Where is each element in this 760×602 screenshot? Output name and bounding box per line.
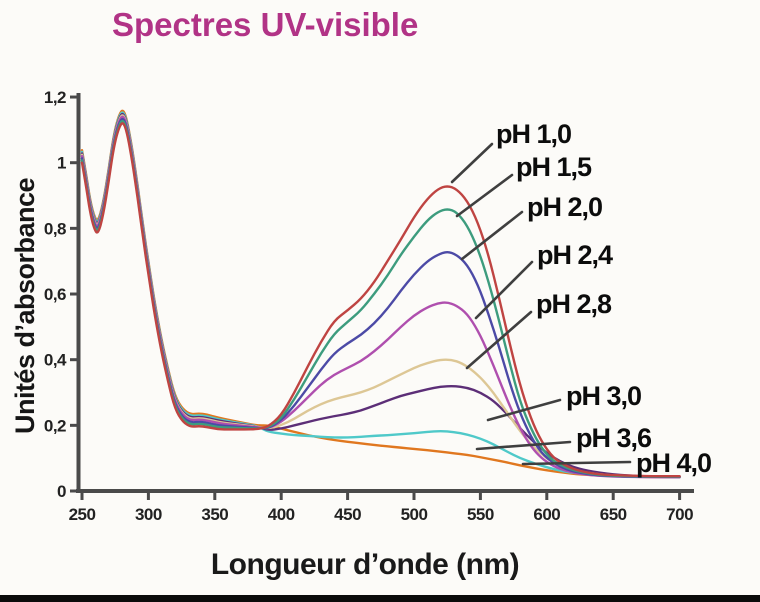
y-tick-label: 0,8: [44, 219, 66, 238]
x-tick-label: 550: [467, 505, 494, 524]
y-tick-label: 0,2: [44, 416, 66, 435]
bottom-border-bar: [0, 595, 760, 602]
ph-label-ph-1-5: pH 1,5: [516, 152, 592, 182]
leader-line-ph-2-8: [465, 310, 533, 370]
x-tick-label: 450: [334, 505, 361, 524]
leader-line-ph-2-0: [460, 210, 524, 261]
ph-label-ph-4-0: pH 4,0: [636, 448, 711, 478]
leader-line-ph-2-4: [474, 260, 534, 320]
y-tick-label: 0,6: [44, 285, 66, 304]
leader-line-ph-1-5: [455, 173, 514, 218]
leader-line-ph-1-0: [450, 142, 494, 184]
page-title: Spectres UV-visible: [112, 6, 419, 43]
leader-line-ph-3-6: [475, 440, 572, 451]
ph-label-ph-2-0: pH 2,0: [527, 192, 602, 222]
ph-label-ph-1-0: pH 1,0: [496, 119, 571, 149]
x-tick-label: 250: [69, 505, 96, 524]
y-tick-label: 1,2: [44, 88, 66, 107]
leader-line-ph-4-0: [521, 460, 632, 466]
x-tick-label: 400: [268, 505, 295, 524]
y-tick-label: 0,4: [44, 351, 67, 370]
x-tick-label: 350: [201, 505, 228, 524]
x-tick-label: 650: [600, 505, 627, 524]
ph-label-ph-2-8: pH 2,8: [536, 289, 612, 319]
ph-label-ph-3-0: pH 3,0: [566, 381, 641, 411]
curve-ph-1-0: [80, 122, 681, 478]
ph-label-ph-2-4: pH 2,4: [537, 240, 613, 270]
x-tick-label: 700: [666, 505, 693, 524]
ph-label-ph-3-6: pH 3,6: [576, 423, 652, 453]
y-tick-label: 1: [57, 154, 66, 173]
x-tick-label: 500: [401, 505, 428, 524]
x-tick-label: 300: [135, 505, 162, 524]
x-axis-title: Longueur d’onde (nm): [210, 548, 520, 581]
y-tick-label: 0: [57, 482, 66, 501]
leader-line-ph-3-0: [486, 398, 562, 422]
x-tick-label: 600: [533, 505, 560, 524]
